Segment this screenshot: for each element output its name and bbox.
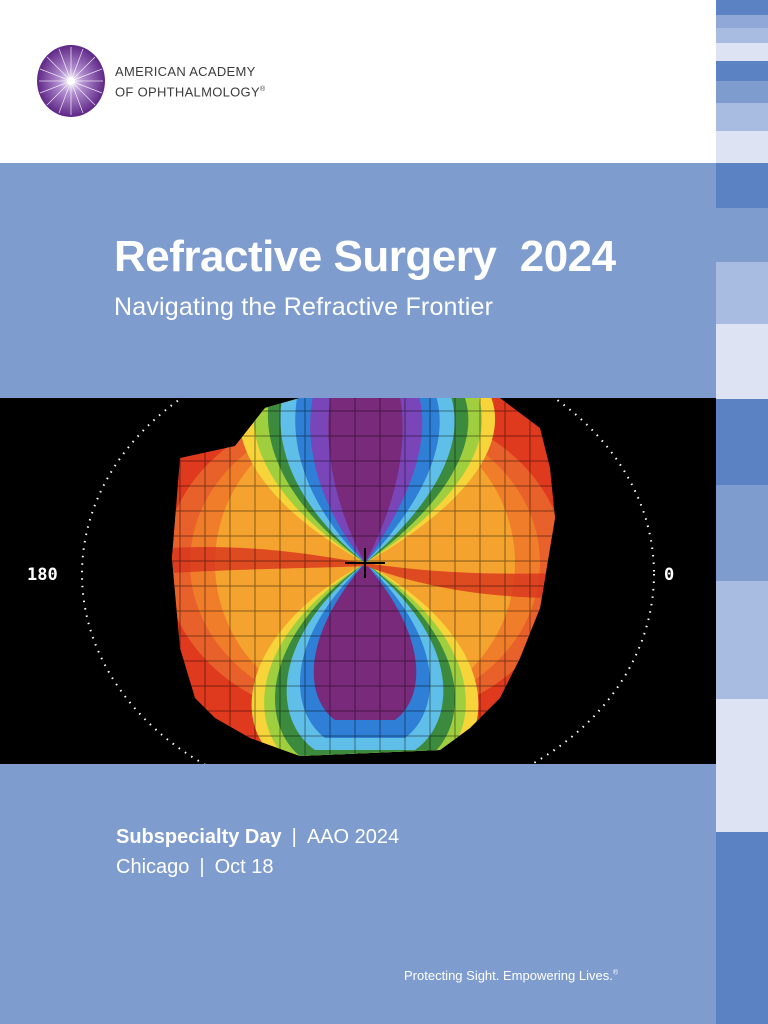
stripe [716,324,768,399]
stripe [716,0,768,15]
event-city: Chicago [116,856,190,878]
stripe [716,131,768,163]
starburst-eye-icon [37,45,105,117]
stripe [716,81,768,103]
separator: | [291,826,297,848]
cover-title: Refractive Surgery 2024 [114,232,616,281]
organization-name: AMERICAN ACADEMY OF OPHTHALMOLOGY® [115,63,265,101]
stripe [716,43,768,61]
event-meeting: AAO 2024 [306,826,400,848]
decorative-stripes [716,0,768,1024]
separator: | [199,856,205,878]
cover-subtitle: Navigating the Refractive Frontier [114,293,494,321]
degree-label-180: 180 [27,565,58,585]
stripe [716,15,768,28]
footer-tagline: Protecting Sight. Empowering Lives.® [404,968,618,983]
stripe [716,61,768,81]
tagline-text: Protecting Sight. Empowering Lives. [404,968,613,983]
header-band [0,0,716,163]
stripe [716,699,768,832]
stripe [716,581,768,699]
corneal-topography-image [0,398,716,764]
stripe [716,28,768,43]
stripe [716,262,768,324]
stripe [716,208,768,262]
organization-line1: AMERICAN ACADEMY [115,64,256,79]
hero-band [0,163,716,398]
stripe [716,832,768,1024]
registered-mark: ® [612,969,618,977]
event-info: Subspecialty Day | AAO 2024 Chicago | Oct 18 [116,822,399,882]
stripe [716,163,768,208]
degree-label-0: 0 [664,565,675,585]
stripe [716,103,768,131]
event-name: Subspecialty Day [116,826,282,848]
organization-line2: OF OPHTHALMOLOGY [115,84,260,100]
registered-mark: ® [259,86,266,93]
stripe [716,485,768,581]
event-date: Oct 18 [214,856,274,878]
stripe [716,399,768,485]
